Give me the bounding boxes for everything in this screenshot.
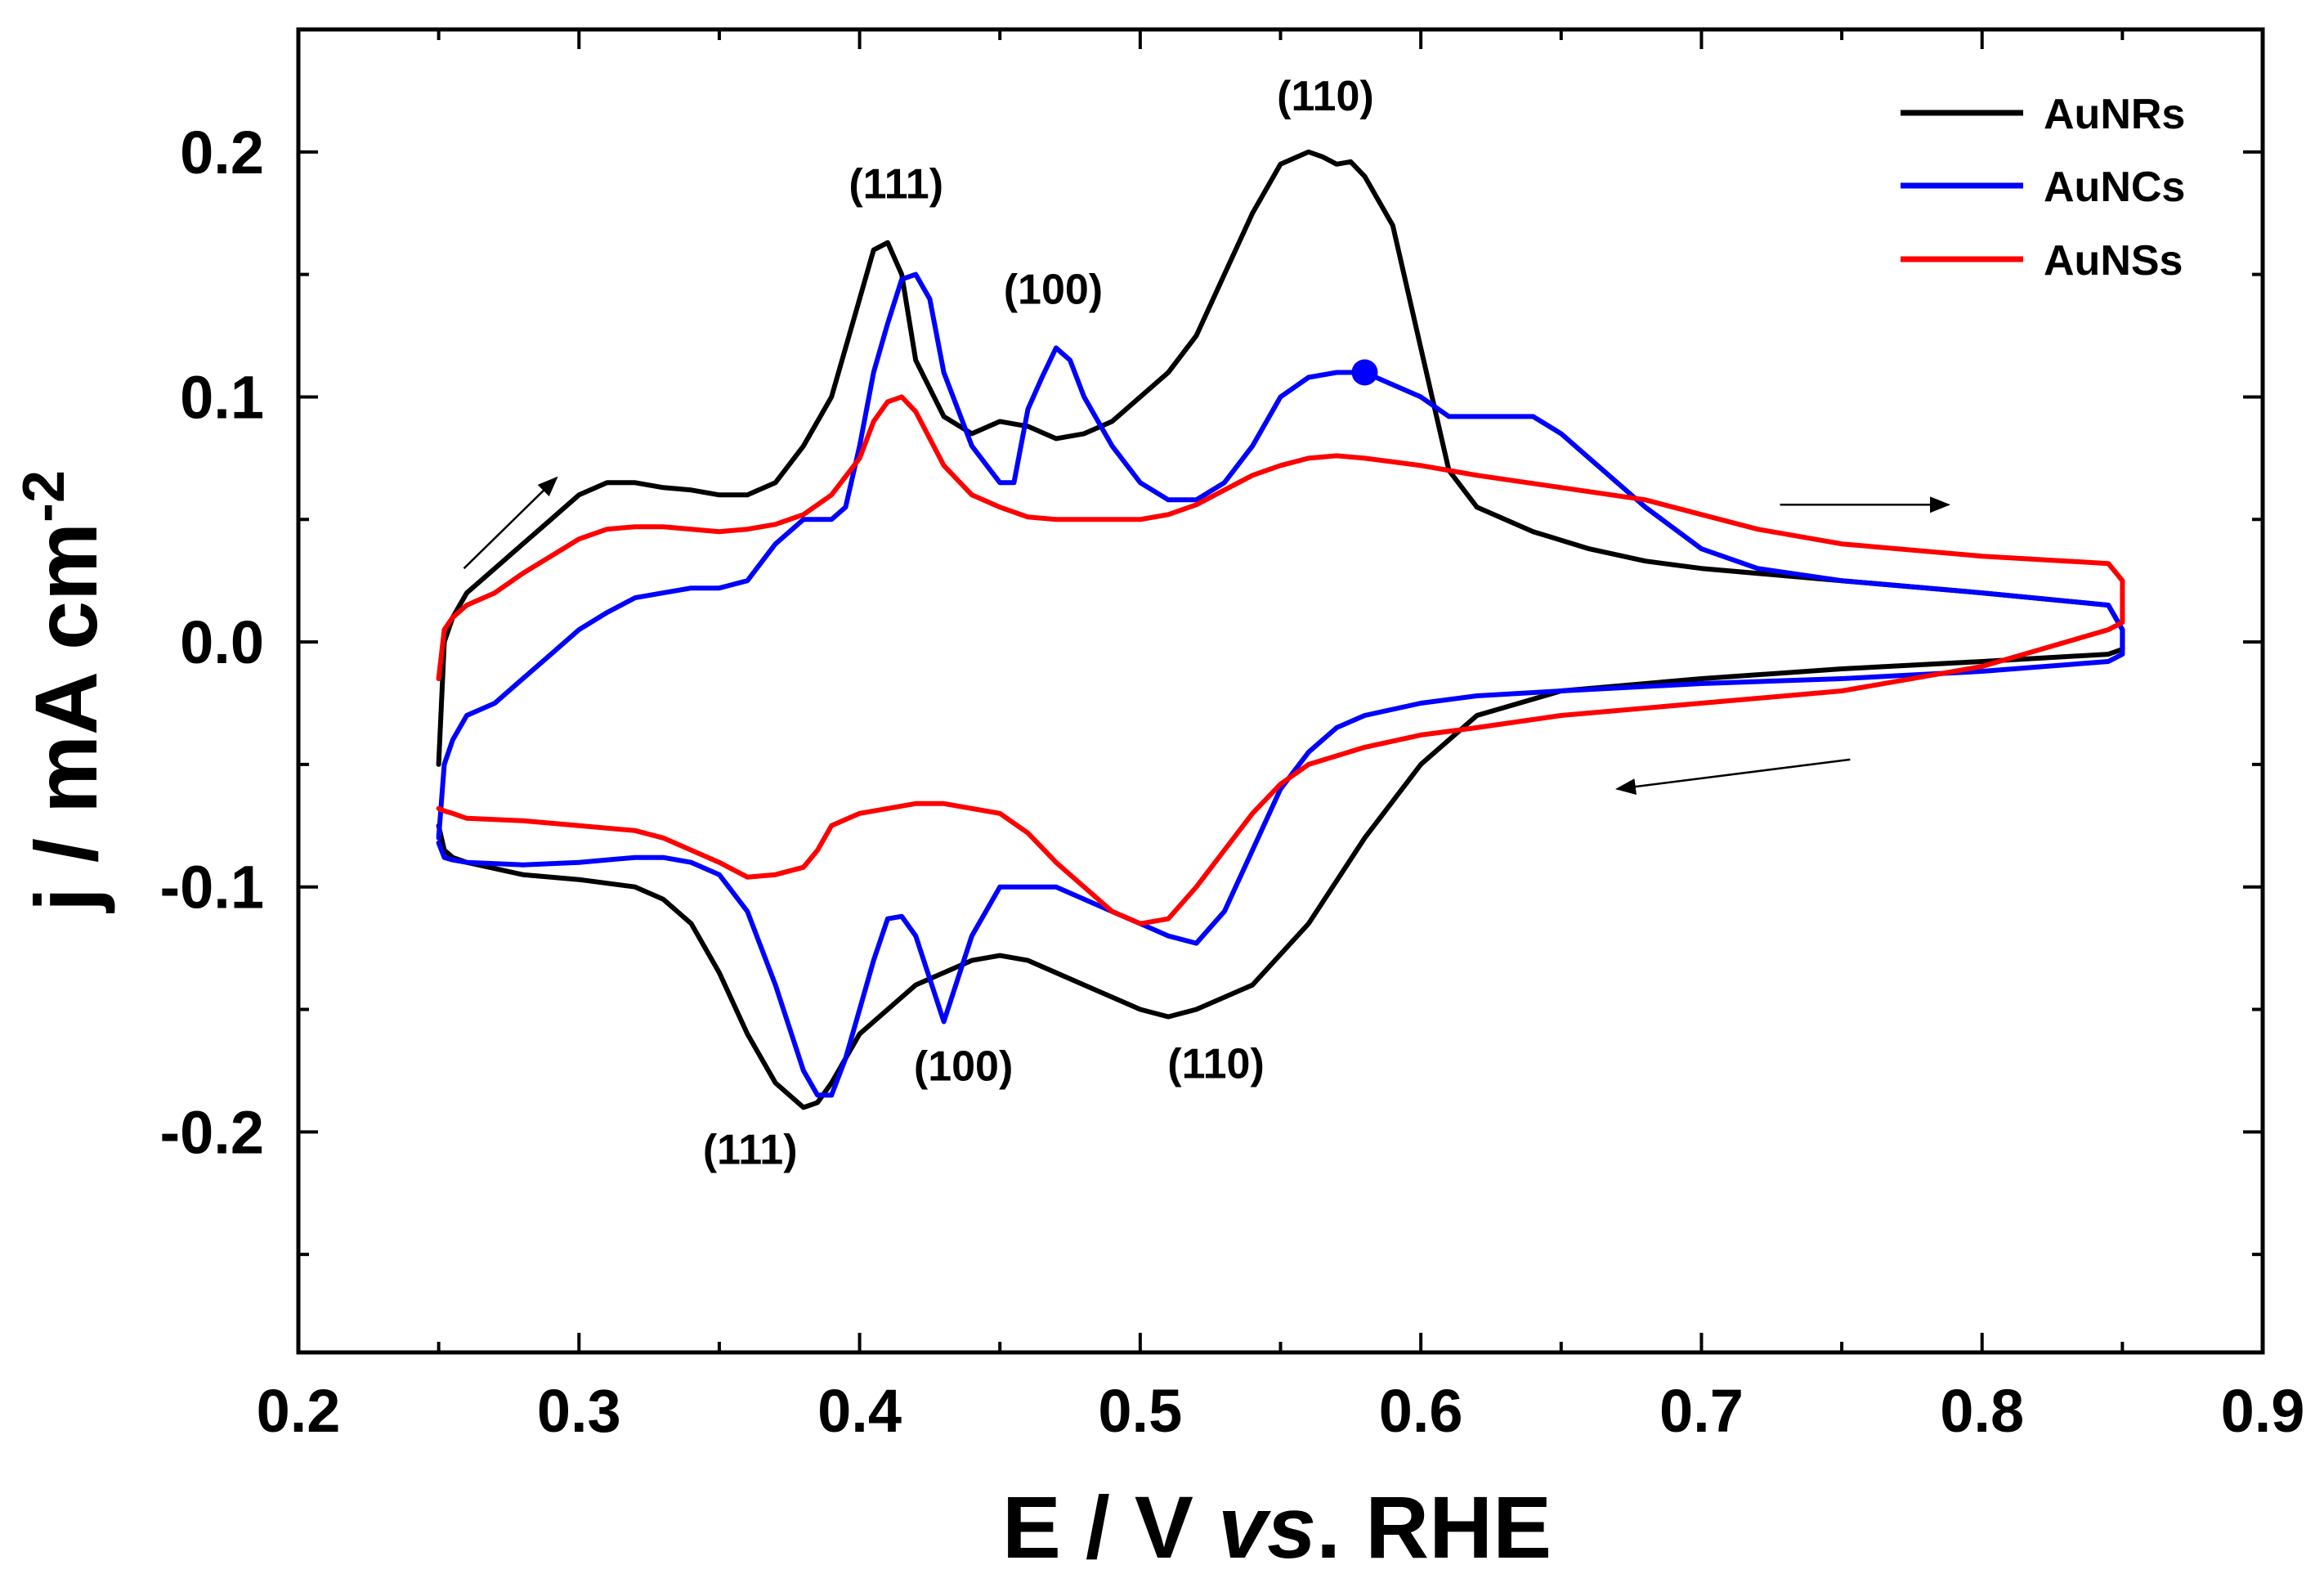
y-axis-label: j / mA cm-2 <box>11 470 115 913</box>
y-tick-label: -0.1 <box>159 854 264 922</box>
tick-layer: 0.2 0.3 0.4 0.5 0.6 0.7 0.8 0.9 -0.2 -0.1 0.0 0.1 0.… <box>159 28 2305 1445</box>
x-tick-label: 0.6 <box>1379 1377 1463 1445</box>
y-tick-label: 0.1 <box>180 363 264 431</box>
legend-label-aunss: AuNSs <box>2044 237 2183 285</box>
x-axis-label-italic: vs <box>1218 1478 1316 1574</box>
peak-label: (111) <box>703 1126 798 1173</box>
x-tick-label: 0.8 <box>1940 1377 2024 1445</box>
plot-frame <box>296 27 2265 1355</box>
peak-label: (100) <box>914 1043 1013 1090</box>
x-axis-label: E / V vs. RHE <box>1002 1478 1552 1574</box>
y-axis-label-superscript: -2 <box>11 470 77 522</box>
series-line-aunrs <box>436 149 2125 1110</box>
x-axis-label-part: E / V <box>1002 1478 1218 1574</box>
peak-label: (100) <box>1004 267 1103 314</box>
legend-label-auncs: AuNCs <box>2044 164 2185 211</box>
x-tick-label: 0.2 <box>257 1377 341 1445</box>
x-axis-label-part: . RHE <box>1316 1478 1552 1574</box>
peak-label: (111) <box>849 161 943 209</box>
peak-label: (110) <box>1277 73 1374 120</box>
series-line-aunss <box>436 394 2125 926</box>
y-axis-label-main: j / mA cm <box>16 522 115 913</box>
scan-direction-arrow <box>463 476 558 570</box>
series-layer <box>436 149 2125 1110</box>
legend: AuNRs AuNCs AuNSs <box>1901 91 2185 285</box>
annotation-layer: (111) (100) (110) (111) (100) (110) <box>463 73 1951 1173</box>
x-tick-label: 0.4 <box>817 1377 902 1445</box>
x-tick-label: 0.5 <box>1098 1377 1182 1445</box>
peak-label: (110) <box>1167 1040 1265 1087</box>
series-line-auncs <box>436 271 2125 1098</box>
legend-label-aunrs: AuNRs <box>2044 91 2185 138</box>
highlight-point <box>1351 359 1378 386</box>
x-tick-label: 0.9 <box>2221 1377 2305 1445</box>
x-tick-label: 0.7 <box>1659 1377 1744 1445</box>
y-tick-label: -0.2 <box>159 1098 264 1166</box>
scan-direction-arrow <box>1614 758 1851 795</box>
y-tick-label: 0.2 <box>180 119 264 186</box>
x-tick-label: 0.3 <box>537 1377 621 1445</box>
y-tick-label: 0.0 <box>180 608 264 676</box>
